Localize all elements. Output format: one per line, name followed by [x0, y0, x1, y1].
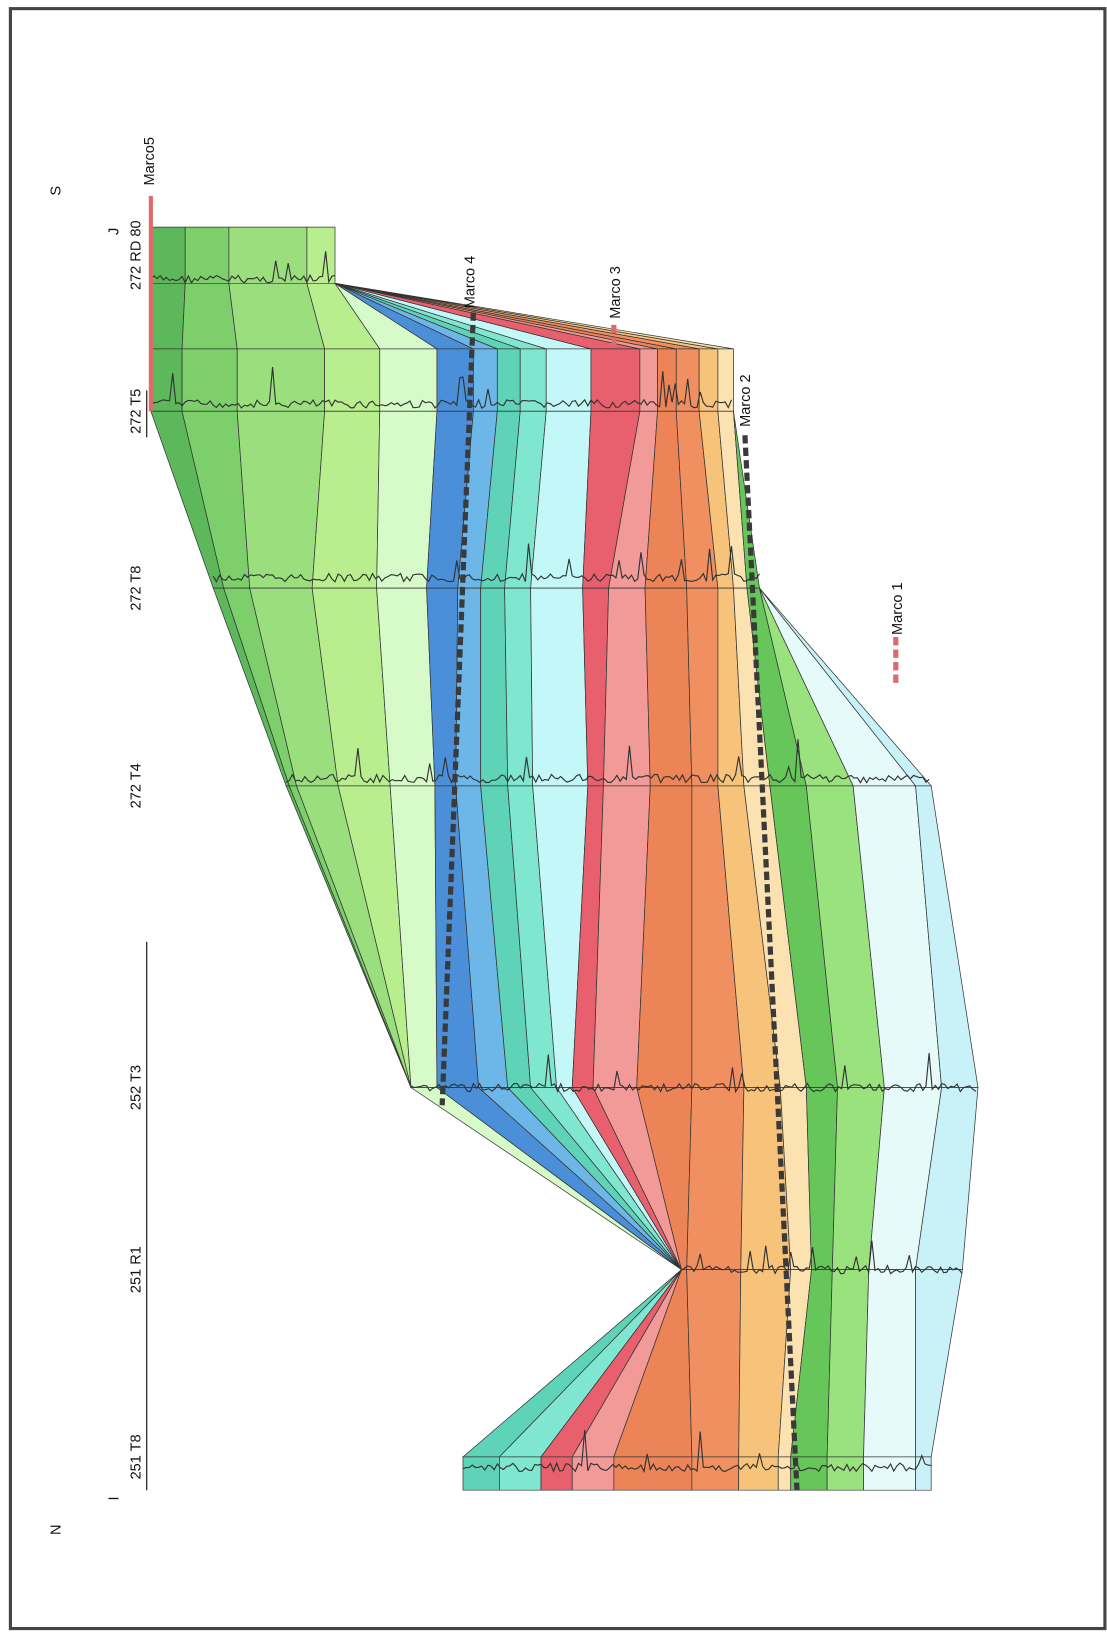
layer	[505, 588, 533, 786]
layer	[778, 1457, 790, 1490]
layer	[463, 1457, 499, 1490]
marker-label: Marco 2	[738, 374, 754, 427]
well-name: 272 T4	[128, 763, 144, 808]
layer	[151, 349, 182, 411]
layer	[603, 588, 650, 786]
layer	[864, 1270, 916, 1457]
well-name: 272 RD 80	[128, 220, 144, 290]
layer	[481, 588, 508, 786]
layer	[572, 1457, 614, 1490]
layer	[546, 349, 591, 411]
marker-label: Marco5	[142, 137, 158, 186]
layer	[614, 1457, 692, 1490]
layer	[827, 1457, 863, 1490]
well-name: 272 T5	[128, 389, 144, 434]
layer	[687, 588, 718, 786]
well-name: 252 T3	[128, 1065, 144, 1110]
layer	[497, 349, 520, 411]
layer	[185, 227, 229, 283]
layer	[531, 588, 588, 786]
page: {"header": {"north": "N", "south": "S", …	[0, 0, 1107, 1632]
layer	[827, 1270, 869, 1457]
layer	[687, 1270, 741, 1457]
layer	[916, 1457, 932, 1490]
layer	[739, 1457, 779, 1490]
cross-section: N S I J 272 RD 80 272 T5 272 T8 272 T4 252 T…	[0, 0, 1107, 1632]
section-end: J	[107, 228, 123, 235]
marker-label: Marco 4	[462, 256, 478, 309]
layer	[687, 1088, 744, 1270]
layer	[499, 1457, 541, 1490]
layer	[645, 588, 692, 786]
layer	[520, 349, 546, 411]
well-name: 251 R1	[128, 1246, 144, 1293]
layer	[692, 1457, 739, 1490]
layer	[307, 227, 335, 283]
marker-label: Marco 3	[608, 266, 624, 319]
layer	[864, 1457, 916, 1490]
south-label: S	[48, 186, 64, 196]
layer	[151, 227, 185, 283]
marker-label: Marco 1	[890, 582, 906, 635]
section-start: I	[107, 1496, 123, 1500]
layer	[237, 411, 324, 588]
layer	[151, 283, 185, 349]
layer	[229, 227, 307, 283]
north-label: N	[48, 1524, 64, 1535]
well-name: 251 T8	[128, 1434, 144, 1479]
layer	[182, 283, 237, 349]
well-name: 272 T8	[128, 566, 144, 611]
